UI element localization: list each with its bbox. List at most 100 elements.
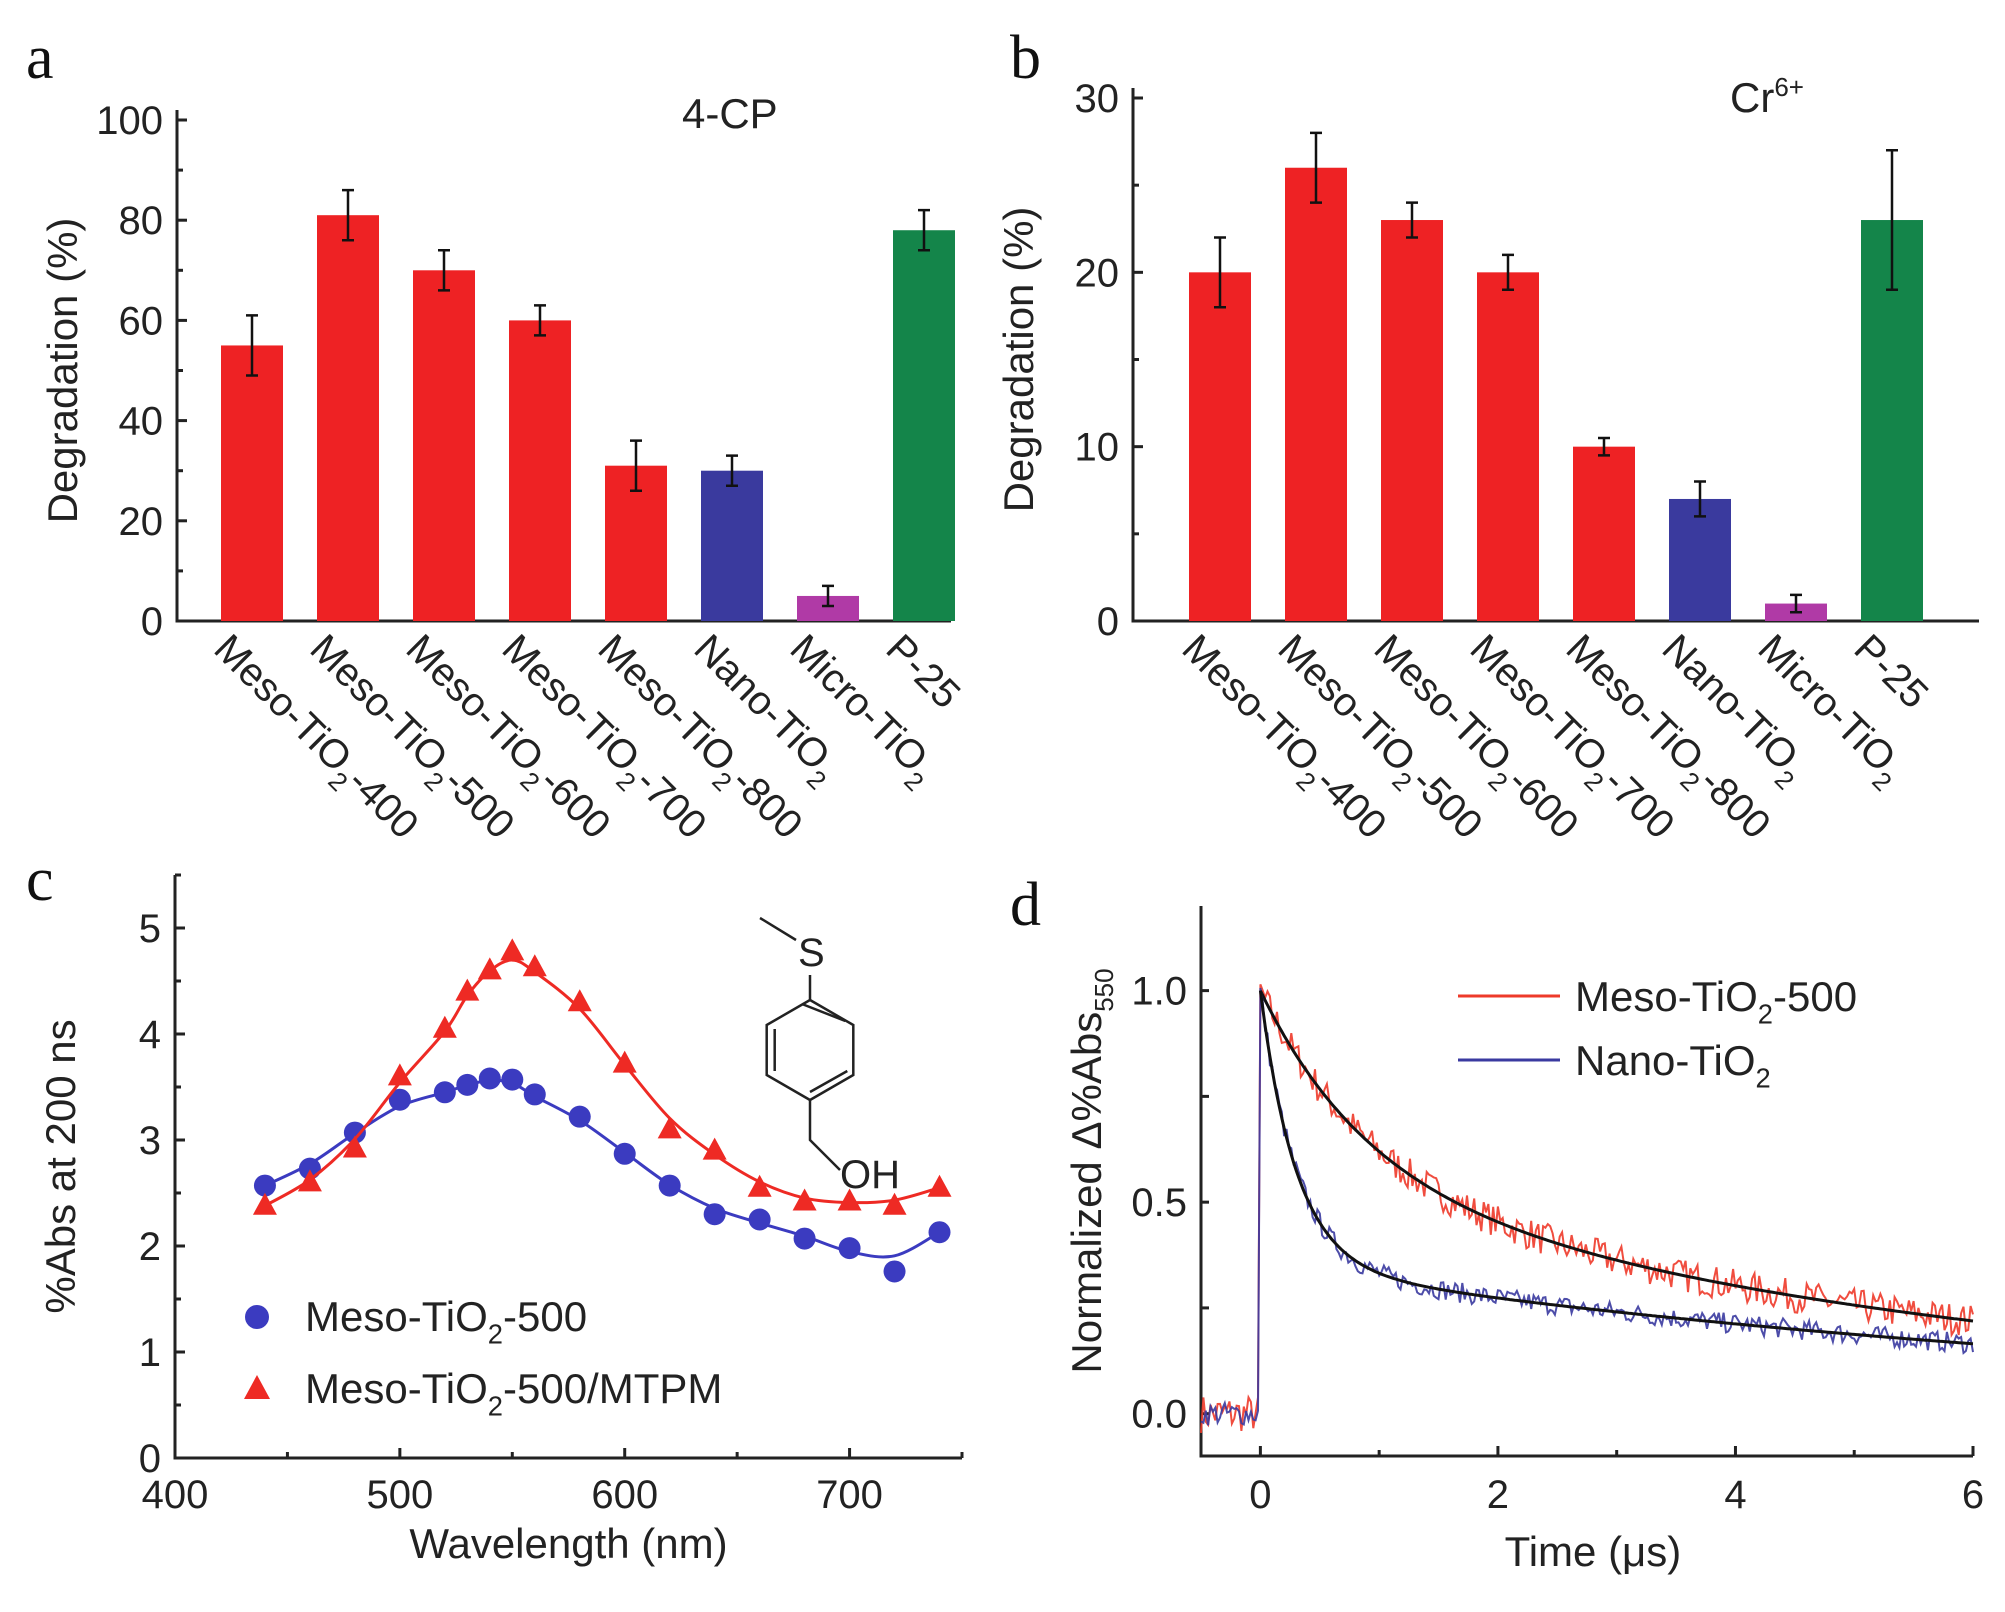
error-bar [1694,480,1706,518]
label-part: Nano-TiO [1575,1037,1756,1084]
x-tick-label: 6 [1962,1473,1984,1517]
data-point-triangle [792,1188,817,1211]
ring-double-bonds [773,1002,848,1094]
label-part: -800 [1691,760,1779,848]
x-tick-label: 4 [1724,1473,1746,1517]
label-part: -700 [1595,760,1683,848]
label-part: -400 [339,760,427,848]
error-bar [342,188,354,242]
data-point-circle [838,1237,861,1260]
label-part: -500 [503,1293,587,1340]
y-tick-label: 100 [96,99,163,143]
annotation-superscript: 6+ [1774,72,1804,102]
label-part: -400 [1307,760,1395,848]
error-bar [534,304,546,337]
data-point-circle [928,1221,951,1244]
error-bar [1886,149,1898,292]
annotation-text: Cr [1730,74,1774,121]
error-bar [1790,593,1802,614]
x-tick-label: 400 [142,1473,209,1517]
y-axis-title: Normalized Δ%Abs550 [1063,968,1119,1373]
data-point-circle [343,1121,366,1144]
data-point-triangle [252,1192,277,1215]
atom-label-s: S [798,931,825,975]
y-tick-label: 20 [1075,251,1120,295]
axis-lines [1199,906,1973,1458]
data-point-triangle [747,1174,772,1197]
label-subscript: 2 [1758,999,1773,1030]
y-tick-label: 0 [139,1437,161,1481]
data-point-circle [793,1227,816,1250]
y-tick-label: 80 [119,199,164,243]
label-part: Meso-TiO [1575,973,1758,1020]
error-bar [822,584,834,608]
legend-label: Meso-TiO2-500 [305,1293,587,1350]
y-axis-title: Degradation (%) [995,207,1042,513]
y-axis-title: %Abs at 200 ns [37,1019,84,1313]
label-part: -500 [1773,973,1857,1020]
error-bar [918,208,930,252]
error-bar [1214,236,1226,309]
axis-lines [1131,88,1979,623]
bar [221,345,283,621]
y-tick-label: 3 [139,1119,161,1163]
atom-label-oh: OH [840,1153,900,1197]
y-tick-label: 5 [139,907,161,951]
label-part: -500/MTPM [503,1365,722,1412]
label-subscript: 2 [488,1391,503,1422]
error-bar [726,454,738,487]
data-point-triangle [882,1192,907,1215]
x-tick-label: 0 [1249,1473,1271,1517]
label-part: -700 [627,760,715,848]
data-point-circle [748,1208,771,1231]
y-tick-label: 30 [1075,77,1120,121]
bar [893,230,955,621]
y-tick-label: 1.0 [1131,970,1187,1014]
label-part: -600 [531,760,619,848]
data-point-triangle [522,954,547,977]
data-point-triangle [297,1169,322,1192]
legend-label: Meso-TiO2-500/MTPM [305,1365,722,1422]
label-part: Meso-TiO [305,1293,488,1340]
bar [701,470,763,621]
data-point-triangle [500,938,525,961]
error-bar [1598,436,1610,457]
bar [413,270,475,621]
legend-marker-circle [245,1305,269,1329]
error-bar [246,314,258,377]
molecule-structure [759,916,855,1171]
y-tick-label: 20 [119,500,164,544]
bar [1189,272,1251,621]
x-tick-label: 500 [366,1473,433,1517]
data-point-circle [658,1174,681,1197]
data-point-triangle [432,1015,457,1038]
data-point-circle [501,1068,524,1091]
data-point-triangle [387,1063,412,1086]
x-axis-title: Wavelength (nm) [409,1520,727,1567]
data-point-triangle [477,957,502,980]
error-bar [630,439,642,492]
y-tick-label: 0 [1097,600,1119,644]
annotation-cr6: Cr6+ [1730,72,1804,121]
error-bar [438,249,450,292]
panel-label-c: c [26,846,54,914]
data-point-circle [433,1081,456,1104]
label-part: -600 [1499,760,1587,848]
bar [317,215,379,621]
legend-label: Nano-TiO2 [1575,1037,1771,1094]
data-point-circle [388,1088,411,1111]
label-part: -500 [435,760,523,848]
data-point-circle [456,1073,479,1096]
fit-curve [1259,989,1974,1323]
bar [1573,446,1635,621]
y-tick-label: 60 [119,299,164,343]
y-tick-label: 0.0 [1131,1393,1187,1437]
data-point-triangle [567,989,592,1012]
label-part: -800 [723,760,811,848]
legend-marker-triangle [244,1375,270,1399]
bond-lines [759,916,812,1000]
y-tick-label: 2 [139,1225,161,1269]
x-tick-label: 700 [816,1473,883,1517]
